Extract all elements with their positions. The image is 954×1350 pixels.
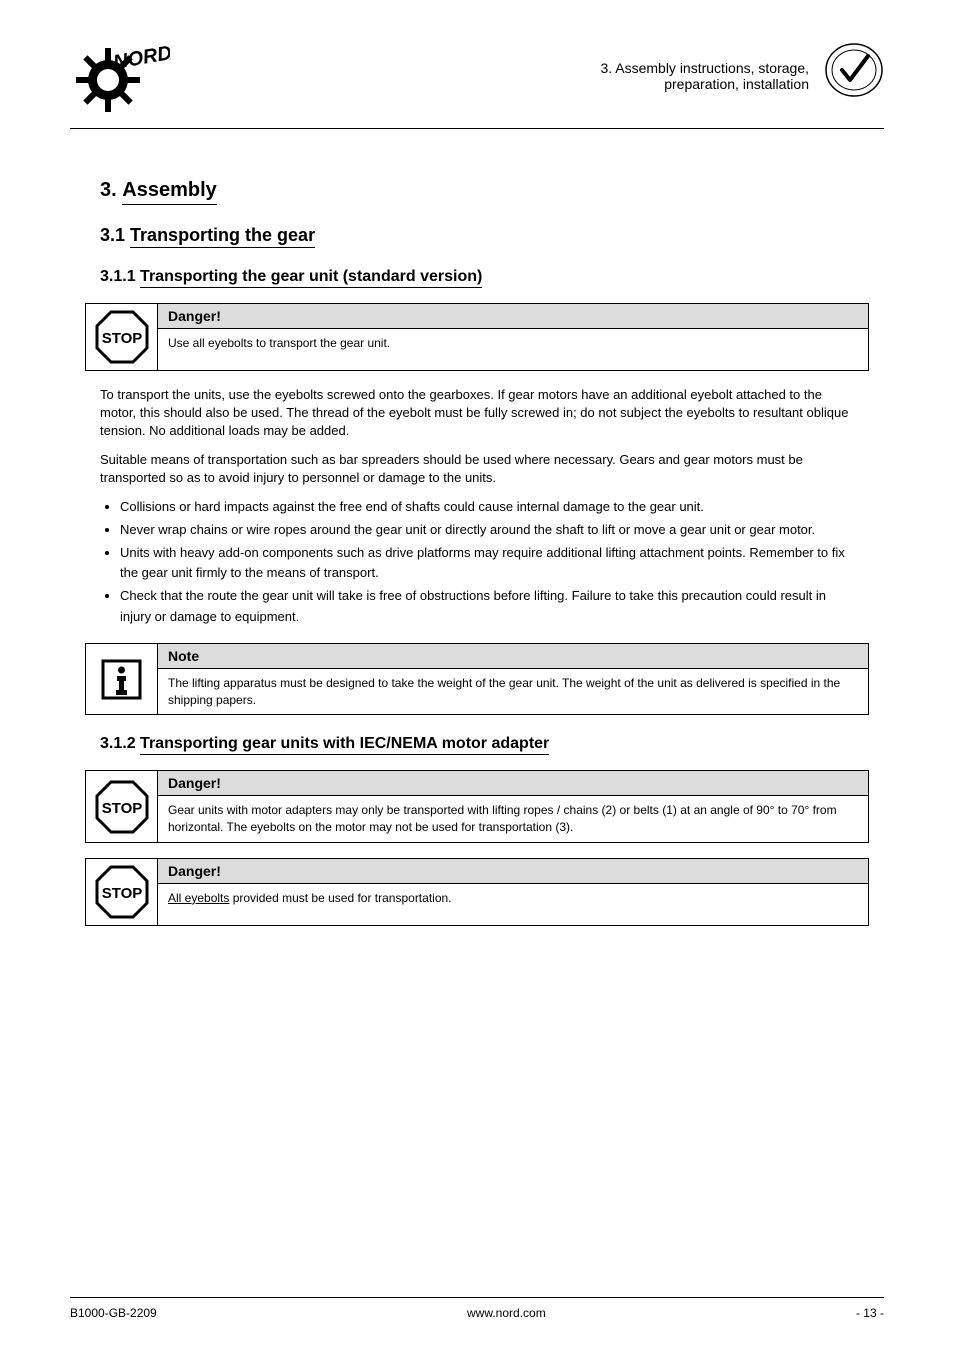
stop-icon-cell: STOP xyxy=(86,304,158,370)
callout-title: Note xyxy=(158,644,868,669)
page-header: NORD 3. Assembly instructions, storage, … xyxy=(70,40,884,129)
stop-icon-cell: STOP xyxy=(86,771,158,842)
page-footer: B1000-GB-2209 www.nord.com - 13 - xyxy=(70,1297,884,1320)
subsection-number: 3.1 xyxy=(100,225,125,245)
footer-url: www.nord.com xyxy=(467,1306,546,1320)
checkmark-icon xyxy=(824,40,884,105)
svg-text:STOP: STOP xyxy=(101,885,142,902)
bullet-item: Collisions or hard impacts against the f… xyxy=(120,497,854,518)
section-3-heading: 3. Assembly xyxy=(100,179,217,205)
section-number: 3. xyxy=(100,179,117,201)
transport-paragraph-2: Suitable means of transportation such as… xyxy=(100,451,854,487)
callout-body: Gear units with motor adapters may only … xyxy=(158,796,868,842)
danger-callout-transport: STOP Danger! Use all eyebolts to transpo… xyxy=(85,303,869,371)
transport-paragraph-1: To transport the units, use the eyebolts… xyxy=(100,386,854,441)
svg-text:STOP: STOP xyxy=(101,330,142,347)
callout-title: Danger! xyxy=(158,771,868,796)
svg-text:STOP: STOP xyxy=(101,800,142,817)
danger-callout-iec-1: STOP Danger! Gear units with motor adapt… xyxy=(85,770,869,843)
danger-callout-iec-2: STOP Danger! All eyebolts provided must … xyxy=(85,858,869,926)
callout-content: Danger! All eyebolts provided must be us… xyxy=(158,859,868,925)
info-icon xyxy=(99,657,144,702)
transport-bullets: Collisions or hard impacts against the f… xyxy=(120,497,854,628)
callout-content: Danger! Gear units with motor adapters m… xyxy=(158,771,868,842)
bullet-item: Never wrap chains or wire ropes around t… xyxy=(120,520,854,541)
section-label: Assembly xyxy=(122,179,217,205)
stop-icon: STOP xyxy=(94,779,150,835)
callout-title: Danger! xyxy=(158,304,868,329)
header-title-line1: 3. Assembly instructions, storage, xyxy=(170,60,809,76)
stop-icon-cell: STOP xyxy=(86,859,158,925)
callout-content: Note The lifting apparatus must be desig… xyxy=(158,644,868,715)
callout-body: The lifting apparatus must be designed t… xyxy=(158,669,868,715)
callout-content: Danger! Use all eyebolts to transport th… xyxy=(158,304,868,370)
subsubsection-label: Transporting gear units with IEC/NEMA mo… xyxy=(140,735,549,755)
section-3-1-1-heading: 3.1.1 Transporting the gear unit (standa… xyxy=(100,268,884,288)
callout-title: Danger! xyxy=(158,859,868,884)
bullet-item: Check that the route the gear unit will … xyxy=(120,586,854,628)
header-title-line2: preparation, installation xyxy=(170,76,809,92)
stop-icon: STOP xyxy=(94,864,150,920)
callout-body: Use all eyebolts to transport the gear u… xyxy=(158,329,868,358)
section-3-1-heading: 3.1 Transporting the gear xyxy=(100,225,884,248)
section-3-1-2-heading: 3.1.2 Transporting gear units with IEC/N… xyxy=(100,735,884,755)
footer-doc-id: B1000-GB-2209 xyxy=(70,1306,157,1320)
underlined-lead: All eyebolts xyxy=(168,891,229,905)
svg-text:NORD: NORD xyxy=(112,42,170,74)
footer-page-number: - 13 - xyxy=(856,1306,884,1320)
subsection-label: Transporting the gear xyxy=(130,225,315,248)
callout-body: All eyebolts provided must be used for t… xyxy=(158,884,868,913)
bullet-item: Units with heavy add-on components such … xyxy=(120,543,854,585)
stop-icon: STOP xyxy=(94,309,150,365)
subsubsection-number: 3.1.2 xyxy=(100,735,136,752)
subsubsection-number: 3.1.1 xyxy=(100,268,136,285)
note-callout: Note The lifting apparatus must be desig… xyxy=(85,643,869,716)
nord-logo: NORD xyxy=(70,40,170,120)
subsubsection-label: Transporting the gear unit (standard ver… xyxy=(140,268,482,288)
info-icon-cell xyxy=(86,644,158,715)
header-title: 3. Assembly instructions, storage, prepa… xyxy=(170,40,824,92)
body-rest: provided must be used for transportation… xyxy=(229,891,451,905)
